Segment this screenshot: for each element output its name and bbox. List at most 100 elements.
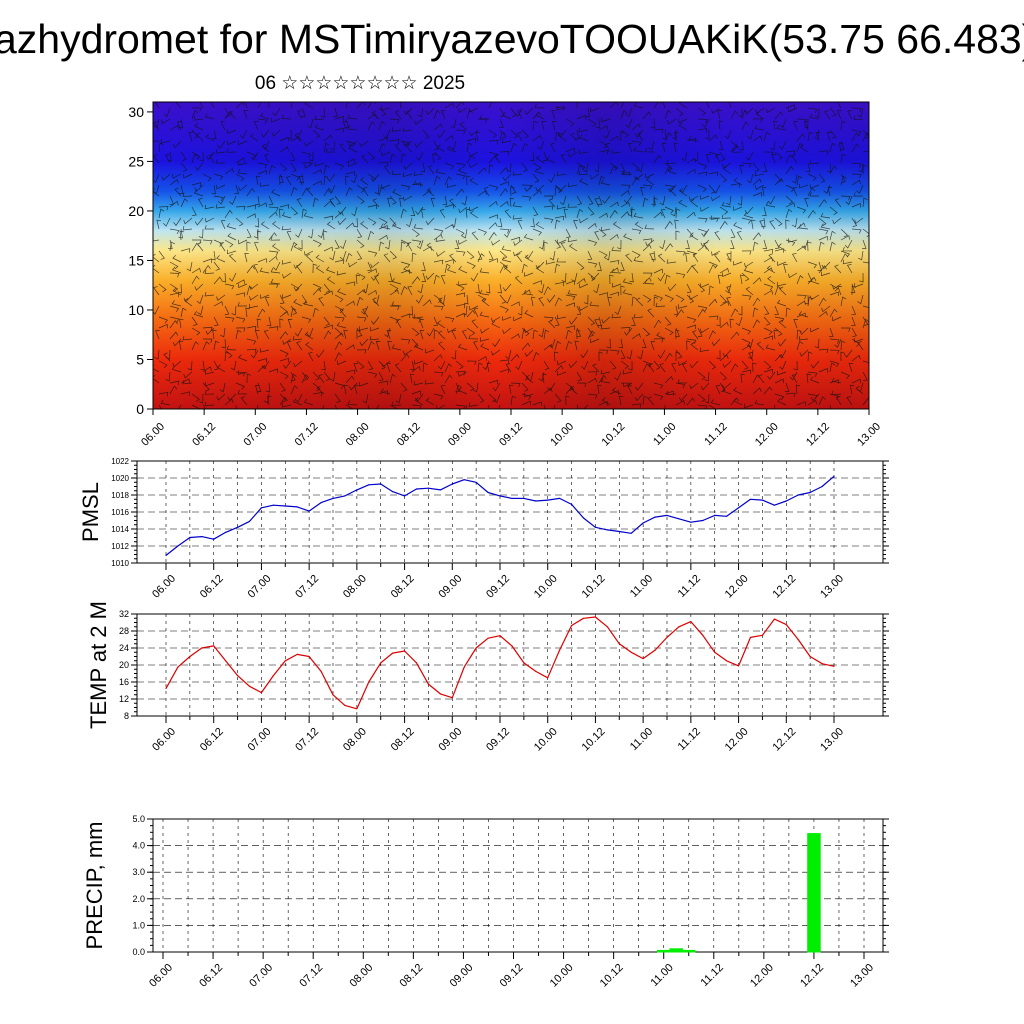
pmsl-point [749,498,752,500]
wind-barb [295,228,303,238]
wind-barb [473,308,479,318]
wind-barb [259,112,270,120]
wind-barb [163,352,171,362]
temp-segment [821,663,835,667]
wind-barb [548,319,556,329]
wind-barb [840,235,850,241]
wind-barb [455,303,466,309]
wind-barb [517,305,523,316]
wind-barb [455,129,466,135]
wind-barb [600,179,611,186]
temp-point [523,662,525,664]
wind-barb [180,198,188,208]
temp-x-tick-label: 11.12 [676,726,703,753]
temp-segment [809,655,823,665]
wind-barb [829,308,838,318]
wind-barb [748,352,754,362]
wind-barb [798,311,809,318]
wind-barb [205,133,215,142]
wind-barb [674,219,679,230]
wind-barb [169,272,180,278]
wind-barb [246,241,251,252]
temp-point [535,670,537,673]
wind-barb [752,191,762,197]
wind-barb [415,294,424,304]
wind-barb [290,371,296,381]
wind-barb [831,377,842,384]
pmsl-segment [213,531,226,540]
wind-barb [744,107,754,115]
wind-barb [391,278,402,285]
wind-barb [477,228,487,236]
wind-barb [814,107,820,118]
wind-barb [796,294,807,300]
wind-barb [796,275,804,285]
wind-barb [829,206,838,216]
wind-barb [202,326,213,332]
wind-barb [664,294,674,302]
wind-barb [840,371,850,379]
pmsl-segment [607,529,620,533]
wind-barb [328,184,336,194]
wind-barb [650,341,655,351]
pmsl-segment [535,499,548,502]
wind-barb [316,385,325,395]
wind-barb [856,184,864,194]
wind-barb [697,162,708,170]
wind-barb [788,272,798,279]
wind-barb [851,162,862,168]
wind-barb [458,167,468,175]
wind-barb [380,105,391,111]
wind-barb [353,363,358,373]
temp-point [332,694,334,696]
wind-barb [323,290,333,296]
wind-barb [623,382,633,388]
wind-barb [216,294,226,301]
xs-y-tick-label: 10 [128,302,144,318]
wind-barb [219,382,226,393]
wind-barb [433,305,444,311]
wind-barb [854,217,864,224]
wind-barb [369,335,380,341]
wind-barb [455,312,465,318]
wind-barb [290,283,300,292]
temp-point [392,652,394,654]
wind-barb [350,173,358,184]
wind-barb [755,184,765,190]
wind-barb [642,277,652,285]
wind-barb [821,305,831,313]
pmsl-segment [285,505,298,508]
wind-barb [738,306,743,316]
wind-barb [343,329,348,340]
wind-barb [227,393,237,401]
wind-barb [604,250,611,261]
wind-barb [846,396,853,406]
wind-barb [483,187,490,197]
wind-barb [851,327,857,337]
wind-barb [454,239,460,249]
wind-barb [774,305,779,315]
wind-barb [793,360,798,371]
temp-point [630,651,632,653]
wind-barb [851,179,861,186]
wind-barb [428,165,435,175]
wind-barb [499,181,509,186]
wind-barb [279,371,289,380]
wind-barb [689,232,699,241]
wind-barb [824,110,831,120]
wind-barb [678,393,688,402]
wind-barb [818,199,827,208]
wind-barb [576,114,586,120]
wind-barb [857,341,864,351]
pmsl-point [165,554,167,557]
wind-barb [216,393,226,401]
wind-barb [686,324,696,329]
wind-barb [712,184,721,194]
wind-barb [158,323,168,329]
precip-x-tick-label: 10.00 [548,962,576,990]
wind-barb [515,253,523,263]
wind-barb [499,261,509,270]
wind-barb [708,404,716,409]
temp-segment [618,643,632,653]
wind-barb [469,151,479,157]
